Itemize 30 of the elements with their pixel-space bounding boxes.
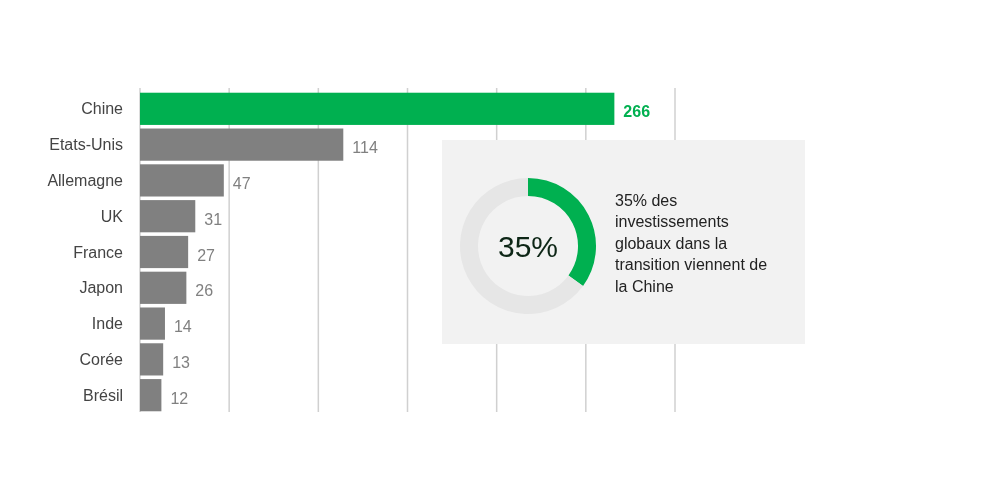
annotation: 35% des investissements globaux dans la transition viennent de la Chine <box>615 191 768 295</box>
annotation: 35% <box>497 229 559 263</box>
y-tick-label: France <box>73 243 124 261</box>
data-label: 114 <box>352 139 378 157</box>
data-label: 27 <box>197 246 216 264</box>
bar <box>140 307 165 340</box>
data-label: 266 <box>623 103 651 121</box>
y-tick-label: UK <box>100 207 124 225</box>
data-label: 13 <box>172 353 191 371</box>
data-label: 47 <box>232 175 251 193</box>
y-tick-label: Inde <box>91 315 124 333</box>
y-tick-label: Chine <box>81 100 124 118</box>
bar <box>140 200 196 233</box>
bar <box>140 343 164 376</box>
y-tick-label: Allemagne <box>47 172 124 190</box>
data-label: 12 <box>170 389 189 407</box>
y-tick-label: Etats-Unis <box>49 136 123 154</box>
bar <box>140 271 187 304</box>
y-tick-label: Japon <box>79 279 123 297</box>
data-label: 14 <box>173 318 192 336</box>
data-label: 26 <box>195 282 214 300</box>
bar <box>140 164 224 197</box>
bar <box>140 128 344 161</box>
y-tick-label: Brésil <box>82 386 123 404</box>
data-label: 31 <box>204 210 223 228</box>
bar <box>140 235 189 269</box>
y-tick-label: Corée <box>79 350 124 368</box>
donut-slice <box>460 178 584 314</box>
bar <box>140 92 615 125</box>
bar <box>140 379 162 412</box>
